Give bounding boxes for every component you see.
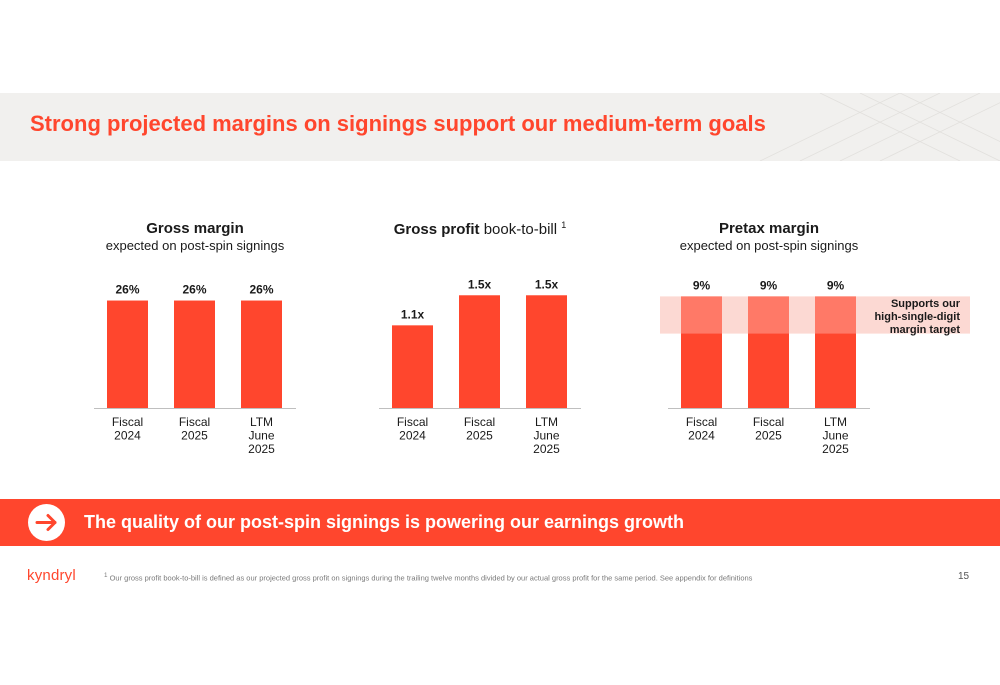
x-tick-label: Fiscal xyxy=(464,415,495,429)
footnote-marker: 1 xyxy=(561,220,567,230)
bar xyxy=(681,296,722,408)
bar xyxy=(392,325,433,408)
x-tick-label: LTM xyxy=(824,415,847,429)
footnote: 1 Our gross profit book-to-bill is defin… xyxy=(104,572,752,583)
note-line: high-single-digit xyxy=(874,311,960,323)
chart-title: Pretax margin xyxy=(644,220,894,237)
bar-band-overlay xyxy=(681,296,722,334)
bar-value-label: 26% xyxy=(249,283,273,297)
x-tick-label: 2025 xyxy=(466,429,493,443)
decorative-lines xyxy=(759,93,1000,161)
page-number: 15 xyxy=(958,571,970,582)
x-tick-label: 2025 xyxy=(181,429,208,443)
bar xyxy=(526,295,567,408)
arrow-right-icon xyxy=(28,504,65,541)
footnote-marker: 1 xyxy=(104,572,108,579)
chart-pretax-margin: Pretax margin expected on post-spin sign… xyxy=(644,212,970,462)
bar-value-label: 1.1x xyxy=(401,307,425,321)
bar xyxy=(107,300,148,408)
bar xyxy=(748,296,789,408)
x-tick-label: 2025 xyxy=(755,429,782,443)
bar-value-label: 1.5x xyxy=(535,277,559,291)
note-line: Supports our xyxy=(890,298,960,310)
chart-svg: 1.1xFiscal20241.5xFiscal20251.5xLTMJune2… xyxy=(379,277,581,456)
chart-subtitle: expected on post-spin signings xyxy=(679,238,859,253)
margin-target-note: Supports our high-single-digit margin ta… xyxy=(842,298,960,337)
footnote-text: Our gross profit book-to-bill is defined… xyxy=(109,573,753,583)
x-tick-label: June xyxy=(822,429,848,443)
x-tick-label: LTM xyxy=(535,415,558,429)
note-line: margin target xyxy=(889,324,960,336)
bar xyxy=(174,300,215,408)
x-tick-label: Fiscal xyxy=(179,415,210,429)
title-band: Strong projected margins on signings sup… xyxy=(0,93,1000,161)
chart-gross-margin: Gross margin expected on post-spin signi… xyxy=(70,212,320,462)
chart-title: Gross profit book-to-bill 1 xyxy=(355,220,605,238)
page-title: Strong projected margins on signings sup… xyxy=(30,111,766,136)
chart-gross-profit-book-to-bill: Gross profit book-to-bill 1 1.1x Fiscal 20… xyxy=(355,212,605,462)
x-tick-label: 2024 xyxy=(688,429,715,443)
bar-band-overlay xyxy=(748,296,789,334)
chart-subtitle: expected on post-spin signings xyxy=(105,238,285,253)
chart-title-text: Gross profit xyxy=(393,221,480,238)
x-tick-label: 2025 xyxy=(533,442,560,456)
bar xyxy=(815,296,856,408)
key-message-band: The quality of our post-spin signings is… xyxy=(0,499,1000,546)
x-tick-label: June xyxy=(533,429,559,443)
x-tick-label: June xyxy=(248,429,274,443)
x-tick-label: Fiscal xyxy=(753,415,784,429)
x-tick-label: Fiscal xyxy=(112,415,143,429)
bar-value-label: 26% xyxy=(115,283,139,297)
chart-title-light: book-to-bill xyxy=(483,221,558,238)
x-tick-label: Fiscal xyxy=(686,415,717,429)
chart-title: Gross margin xyxy=(70,220,320,237)
x-tick-label: 2024 xyxy=(114,429,141,443)
x-tick-label: Fiscal xyxy=(397,415,428,429)
chart-title-text: Pretax margin xyxy=(718,220,820,237)
bar-band-overlay xyxy=(815,296,856,334)
x-tick-label: LTM xyxy=(250,415,273,429)
chart-title-text: Gross margin xyxy=(146,220,244,237)
key-message-text: The quality of our post-spin signings is… xyxy=(84,512,685,532)
x-tick-label: 2025 xyxy=(822,442,849,456)
bar-value-label: 9% xyxy=(760,278,778,292)
kyndryl-logo: kyndryl xyxy=(27,567,76,584)
bar-value-label: 26% xyxy=(182,283,206,297)
bar xyxy=(459,295,500,408)
bar-value-label: 1.5x xyxy=(468,277,492,291)
bar-value-label: 9% xyxy=(827,278,845,292)
bar-value-label: 9% xyxy=(693,278,711,292)
x-tick-label: 2025 xyxy=(248,442,275,456)
bar xyxy=(241,300,282,408)
x-tick-label: 2024 xyxy=(399,429,426,443)
